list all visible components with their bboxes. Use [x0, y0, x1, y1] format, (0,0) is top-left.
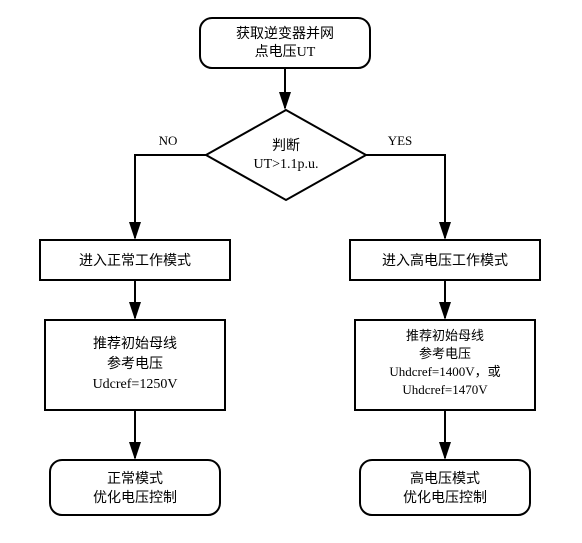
label-no: NO	[159, 133, 178, 148]
node-decision-line2: UT>1.1p.u.	[253, 157, 318, 172]
node-normal-ctrl-line1: 正常模式	[107, 471, 163, 487]
node-high-ref-line2: 参考电压	[419, 346, 471, 361]
edge-decision-high	[366, 155, 445, 238]
node-normal-mode-line1: 进入正常工作模式	[79, 253, 191, 269]
node-start-line1: 获取逆变器并网	[236, 26, 334, 42]
node-normal-ref-line1: 推荐初始母线	[93, 335, 177, 352]
node-high-ref-line1: 推荐初始母线	[406, 328, 484, 343]
node-decision-line1: 判断	[272, 138, 300, 154]
node-high-ctrl	[360, 460, 530, 515]
node-high-ctrl-line1: 高电压模式	[410, 470, 480, 487]
node-normal-ctrl-line2: 优化电压控制	[93, 490, 177, 506]
edge-decision-normal	[135, 155, 206, 238]
node-normal-ref-line3: Udcref=1250V	[93, 377, 178, 392]
flowchart-canvas: 获取逆变器并网 点电压UT 判断 UT>1.1p.u. NO YES 进入正常工…	[0, 0, 582, 543]
node-high-ctrl-line2: 优化电压控制	[403, 490, 487, 506]
label-yes: YES	[388, 133, 413, 148]
node-high-ref-line4: Uhdcref=1470V	[402, 382, 488, 397]
node-normal-ref-line2: 参考电压	[107, 355, 163, 372]
node-high-mode-line1: 进入高电压工作模式	[382, 252, 508, 269]
node-start	[200, 18, 370, 68]
node-normal-ctrl	[50, 460, 220, 515]
node-start-line2: 点电压UT	[255, 44, 316, 60]
node-decision	[206, 110, 366, 200]
node-high-ref-line3: Uhdcref=1400V，或	[389, 364, 500, 379]
